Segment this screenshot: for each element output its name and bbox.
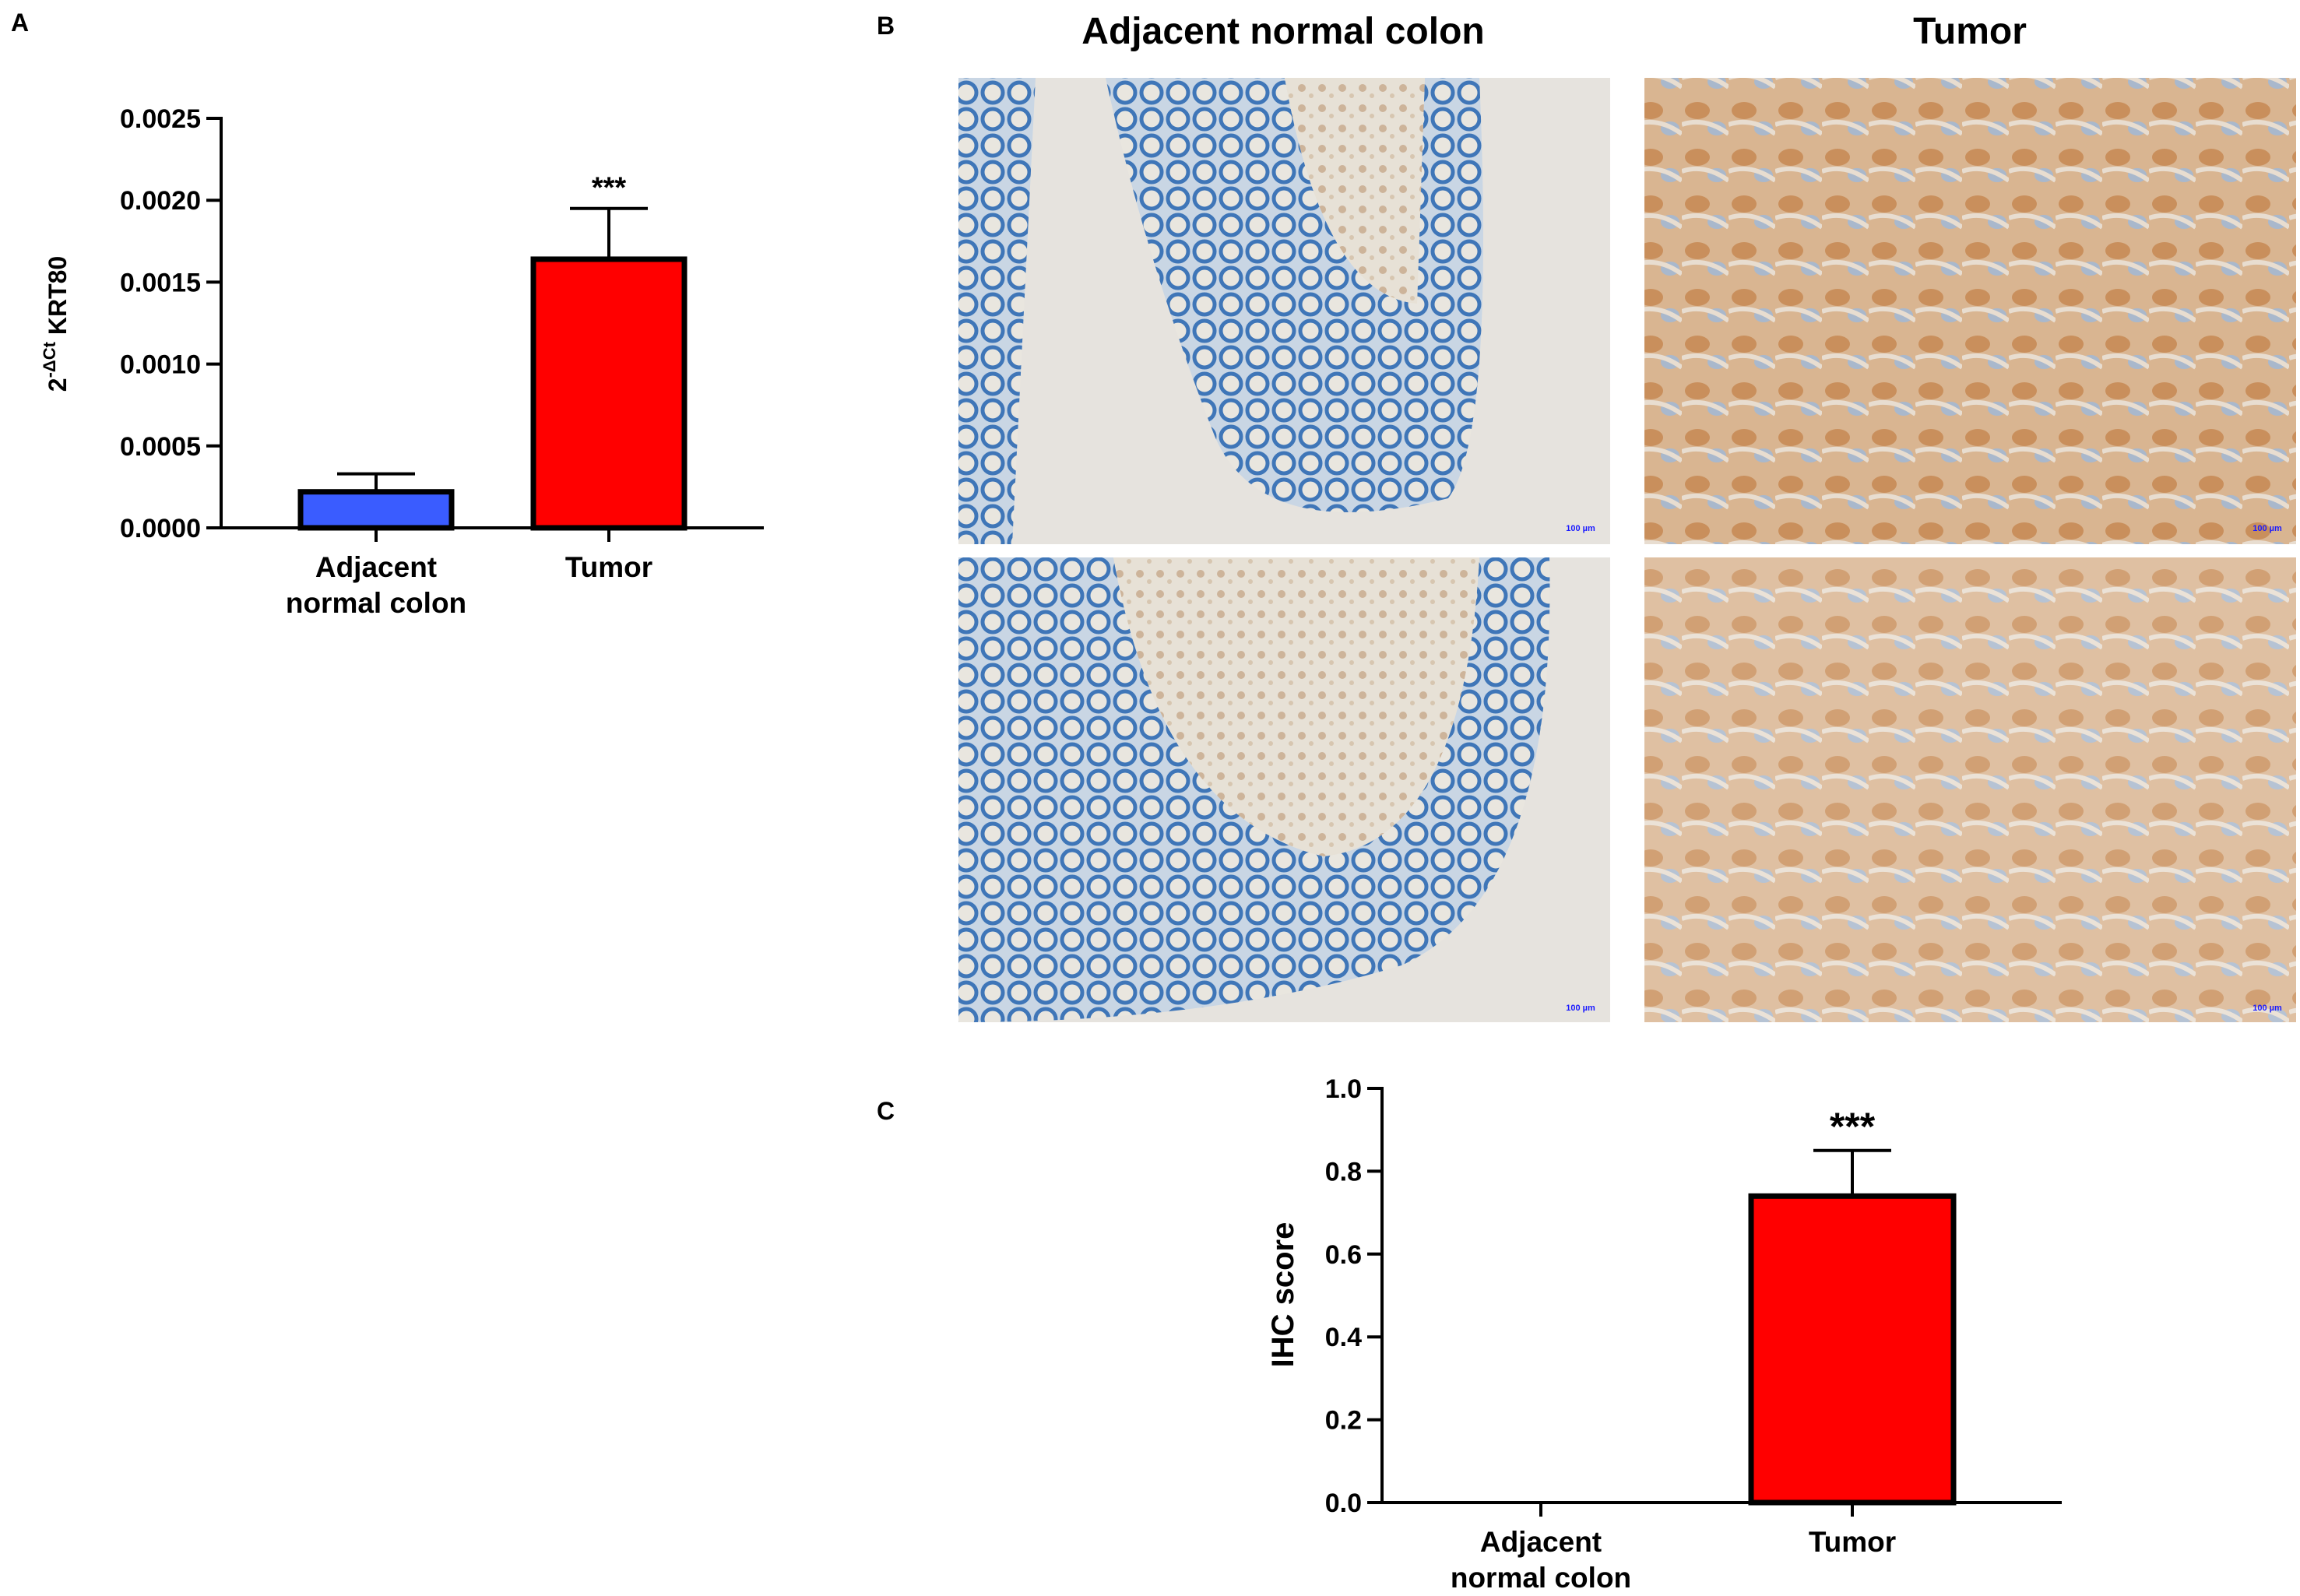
y-tick-label: 0.4 bbox=[1325, 1323, 1362, 1352]
column-title: Adjacent normal colon bbox=[1081, 11, 1484, 52]
y-tick-label: 0.0020 bbox=[120, 186, 201, 216]
scale-label: 100 µm bbox=[2253, 524, 2282, 533]
micrograph bbox=[958, 78, 1610, 544]
y-tick-label: 0.0 bbox=[1325, 1489, 1362, 1518]
y-tick-label: 0.0005 bbox=[120, 432, 201, 462]
y-tick-label: 0.0000 bbox=[120, 514, 201, 543]
y-tick-label: 0.8 bbox=[1325, 1157, 1362, 1186]
y-tick-label: 0.6 bbox=[1325, 1240, 1362, 1270]
scale-label: 100 µm bbox=[1566, 524, 1595, 533]
y-axis-label-part: 2 bbox=[44, 378, 72, 392]
scale-label: 100 µm bbox=[1566, 1004, 1595, 1013]
significance: *** bbox=[1830, 1105, 1876, 1148]
panel-label: C bbox=[877, 1097, 895, 1125]
y-axis-label-part: KRT80 bbox=[44, 256, 72, 342]
significance: *** bbox=[592, 172, 627, 205]
bar bbox=[297, 489, 455, 531]
column-title: Tumor bbox=[1913, 11, 2027, 52]
panel-label: A bbox=[11, 9, 29, 37]
scale-label: 100 µm bbox=[2253, 1004, 2282, 1013]
y-tick-label: 0.0010 bbox=[120, 350, 201, 380]
bar bbox=[530, 256, 688, 531]
y-tick-label: 1.0 bbox=[1325, 1074, 1362, 1104]
micrograph bbox=[1644, 78, 2296, 544]
x-tick-label: Adjacent normal colon bbox=[1450, 1526, 1632, 1594]
y-axis-label: 2-ΔCt KRT80 bbox=[40, 256, 72, 392]
bar bbox=[1748, 1193, 1957, 1506]
panel-label: B bbox=[877, 12, 895, 40]
x-tick-label: Adjacent normal colon bbox=[285, 551, 467, 619]
y-axis-label: IHC score bbox=[1266, 1222, 1300, 1368]
micrograph bbox=[1644, 557, 2296, 1022]
y-tick-label: 0.0025 bbox=[120, 104, 201, 134]
y-axis-label-part: -ΔCt bbox=[40, 341, 59, 378]
y-tick-label: 0.0015 bbox=[120, 268, 201, 297]
micrograph bbox=[958, 557, 1610, 1022]
x-tick-label: Tumor bbox=[564, 551, 653, 583]
x-tick-label: Tumor bbox=[1808, 1526, 1897, 1558]
y-axis-label-part: IHC score bbox=[1266, 1222, 1300, 1368]
y-tick-label: 0.2 bbox=[1325, 1406, 1362, 1436]
